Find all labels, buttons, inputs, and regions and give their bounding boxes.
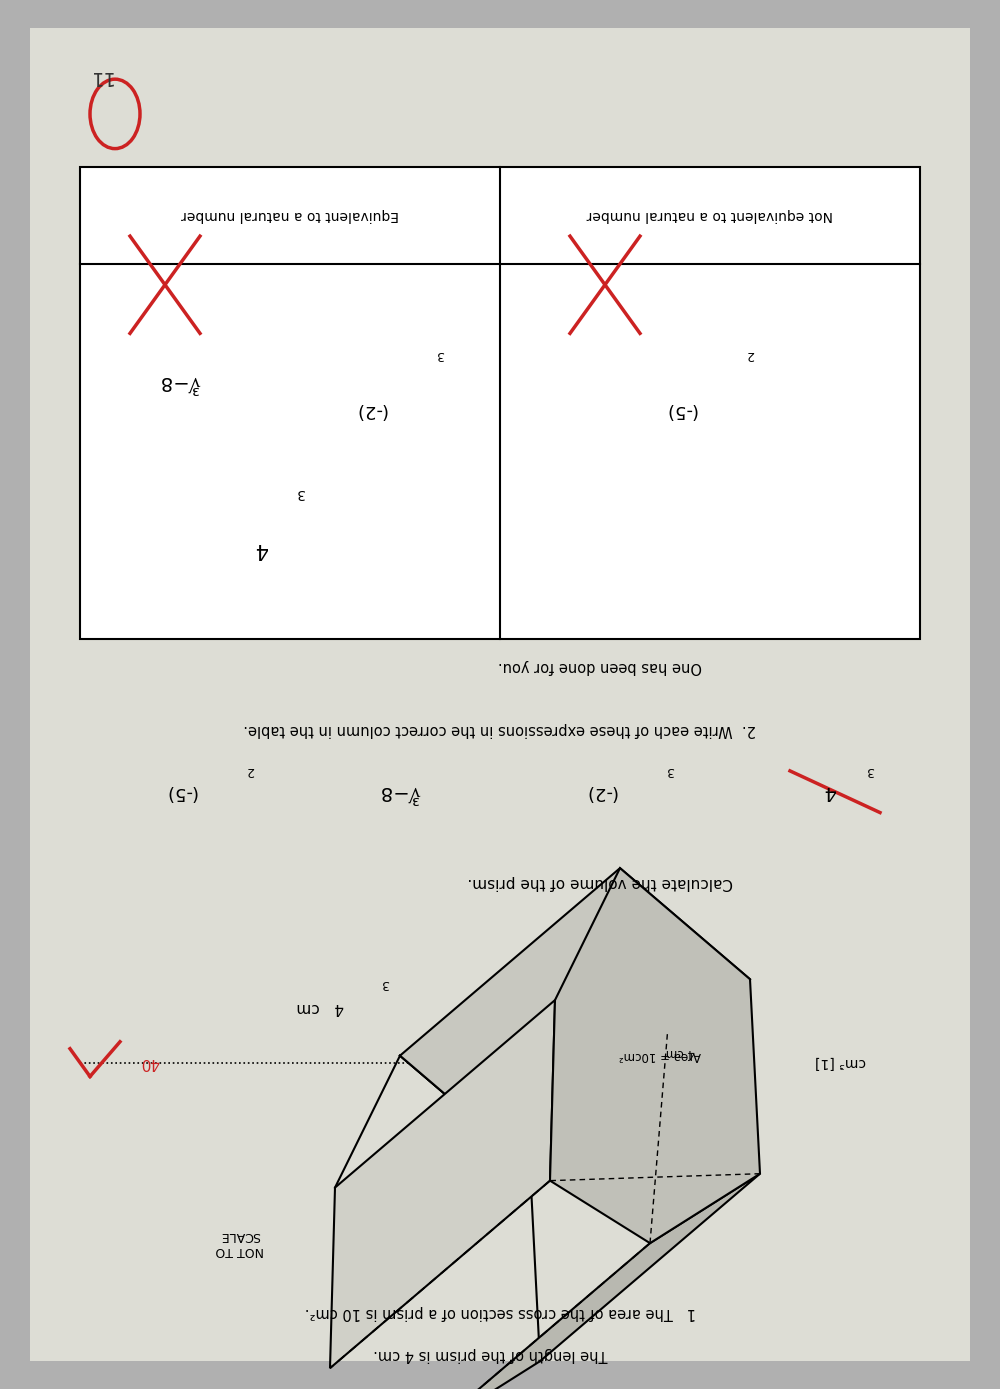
Text: 11: 11 — [88, 67, 112, 86]
Polygon shape — [330, 1000, 555, 1368]
Text: 4: 4 — [253, 539, 267, 558]
Text: 4 cm: 4 cm — [665, 1046, 695, 1058]
Bar — [80, 167, 920, 639]
Polygon shape — [550, 868, 760, 1243]
Text: 3: 3 — [296, 486, 304, 500]
Text: (-2): (-2) — [584, 783, 616, 800]
Text: Area = 10cm²: Area = 10cm² — [619, 1049, 701, 1063]
Polygon shape — [400, 868, 750, 1167]
Text: (-2): (-2) — [354, 401, 386, 418]
Text: ∛−8: ∛−8 — [159, 372, 201, 392]
Text: (-5): (-5) — [664, 401, 696, 418]
Text: Calculate the volume of the prism.: Calculate the volume of the prism. — [467, 875, 733, 889]
Text: 40: 40 — [140, 1056, 160, 1070]
Text: The length of the prism is 4 cm.: The length of the prism is 4 cm. — [374, 1347, 626, 1361]
Text: Not equivalent to a natural number: Not equivalent to a natural number — [587, 208, 833, 222]
Text: (-5): (-5) — [164, 783, 196, 800]
Text: 2: 2 — [746, 347, 754, 361]
Text: ∛−8: ∛−8 — [379, 782, 421, 801]
Text: 3: 3 — [381, 976, 389, 990]
Text: 3: 3 — [866, 764, 874, 778]
Text: NOT TO
SCALE: NOT TO SCALE — [216, 1229, 264, 1257]
Text: 1   The area of the cross section of a prism is 10 cm².: 1 The area of the cross section of a pri… — [304, 1306, 696, 1320]
Text: 4: 4 — [824, 782, 836, 801]
Text: Equivalent to a natural number: Equivalent to a natural number — [181, 208, 399, 222]
Text: cm³ [1]: cm³ [1] — [814, 1056, 866, 1070]
Text: 3: 3 — [666, 764, 674, 778]
Text: 2.  Write each of these expressions in the correct column in the table.: 2. Write each of these expressions in th… — [244, 722, 756, 736]
Text: 3: 3 — [436, 347, 444, 361]
Text: 2: 2 — [246, 764, 254, 778]
Text: 4   cm: 4 cm — [296, 1000, 344, 1014]
Polygon shape — [430, 1174, 760, 1389]
Text: One has been done for you.: One has been done for you. — [498, 660, 702, 674]
